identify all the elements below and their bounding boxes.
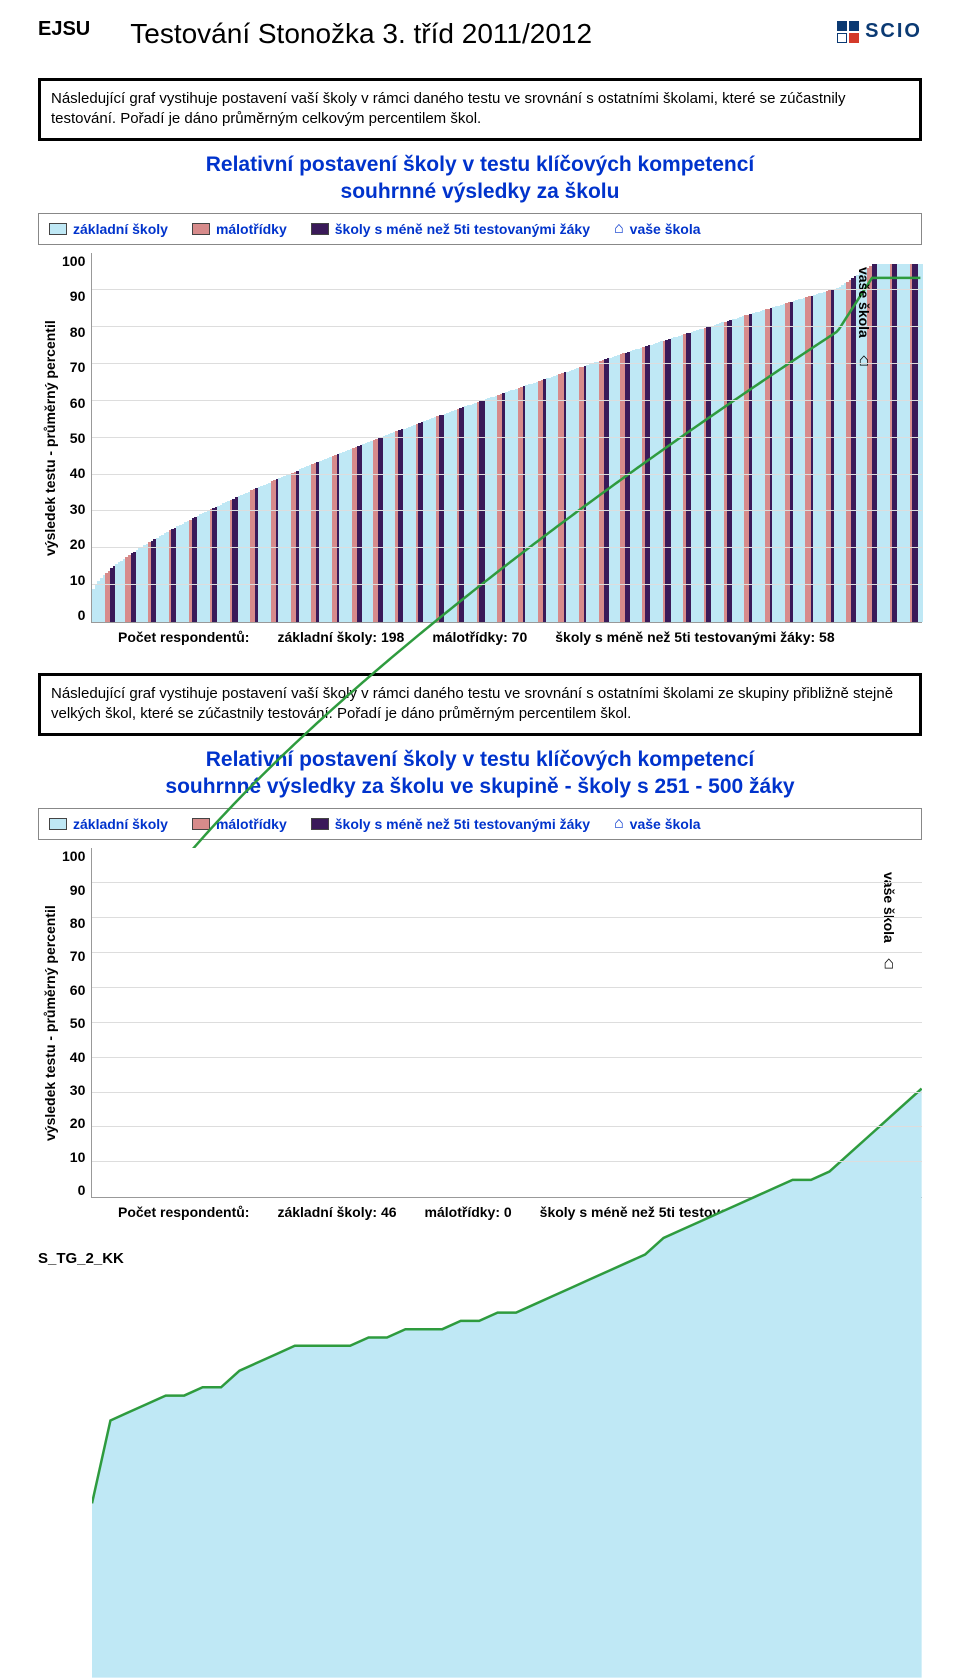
footer-right: STRANA: 7 — [842, 1250, 922, 1267]
y-tick: 20 — [70, 1115, 86, 1131]
y-tick: 50 — [70, 1015, 86, 1031]
chart2-plot-area: výsledek testu - průměrný percentil 1009… — [38, 848, 922, 1198]
page-footer: S_TG_2_KK STRANA: 7 — [38, 1250, 922, 1267]
page-header: EJSU Testování Stonožka 3. tříd 2011/201… — [38, 18, 922, 50]
y-tick: 30 — [70, 1082, 86, 1098]
counts-a: základní školy: 46 — [277, 1204, 396, 1220]
y-tick: 60 — [70, 982, 86, 998]
legend-label: školy s méně než 5ti testovanými žáky — [335, 816, 590, 832]
chart1-counts: Počet respondentů: základní školy: 198 m… — [118, 629, 922, 645]
y-tick: 90 — [70, 288, 86, 304]
y-tick: 10 — [70, 1149, 86, 1165]
y-tick: 80 — [70, 915, 86, 931]
legend-item-d: ⌂ vaše škola — [614, 815, 701, 833]
legend-label: školy s méně než 5ti testovanými žáky — [335, 221, 590, 237]
y-tick: 70 — [70, 359, 86, 375]
legend-label: základní školy — [73, 816, 168, 832]
y-tick: 90 — [70, 882, 86, 898]
counts-c: školy s méně než 5ti testovanými žáky: 0 — [540, 1204, 812, 1220]
chart2-title-l1: Relativní postavení školy v testu klíčov… — [206, 748, 755, 771]
your-school-label: vaše škola — [856, 267, 872, 338]
legend-label: vaše škola — [630, 816, 701, 832]
y-tick: 80 — [70, 324, 86, 340]
legend-label: vaše škola — [630, 221, 701, 237]
y-tick: 0 — [78, 1182, 86, 1198]
legend-item-b: málotřídky — [192, 816, 287, 832]
y-tick: 30 — [70, 501, 86, 517]
chart1-y-label: výsledek testu - průměrný percentil — [38, 253, 62, 623]
y-tick: 40 — [70, 465, 86, 481]
scio-logo: SCIO — [837, 20, 922, 43]
counts-b: málotřídky: 70 — [432, 629, 527, 645]
chart1-title-l1: Relativní postavení školy v testu klíčov… — [206, 153, 755, 176]
y-tick: 40 — [70, 1049, 86, 1065]
chart1-plot-area: výsledek testu - průměrný percentil 1009… — [38, 253, 922, 623]
house-icon: ⌂ — [614, 220, 624, 238]
chart1-title: Relativní postavení školy v testu klíčov… — [38, 151, 922, 206]
legend-item-a: základní školy — [49, 816, 168, 832]
y-tick: 50 — [70, 430, 86, 446]
legend-item-a: základní školy — [49, 221, 168, 237]
counts-prefix: Počet respondentů: — [118, 629, 249, 645]
header-left: EJSU Testování Stonožka 3. tříd 2011/201… — [38, 18, 592, 50]
chart1-plot: ⌂ vaše škola — [91, 253, 922, 623]
description-box-2: Následující graf vystihuje postavení vaš… — [38, 673, 922, 736]
footer-left: S_TG_2_KK — [38, 1250, 124, 1267]
your-school-marker-icon: ⌂ — [883, 953, 894, 974]
logo-squares-icon — [837, 21, 859, 43]
counts-prefix: Počet respondentů: — [118, 1204, 249, 1220]
chart1-legend: základní školy málotřídky školy s méně n… — [38, 213, 922, 245]
chart2-counts: Počet respondentů: základní školy: 46 má… — [118, 1204, 922, 1220]
legend-label: základní školy — [73, 221, 168, 237]
description-box-1: Následující graf vystihuje postavení vaš… — [38, 78, 922, 141]
y-tick: 20 — [70, 536, 86, 552]
chart2-title-l2: souhrnné výsledky za školu ve skupině - … — [165, 775, 794, 798]
chart2-plot: ⌂ vaše škola — [91, 848, 922, 1198]
legend-label: málotřídky — [216, 816, 287, 832]
legend-item-c: školy s méně než 5ti testovanými žáky — [311, 221, 590, 237]
legend-label: málotřídky — [216, 221, 287, 237]
y-tick: 60 — [70, 395, 86, 411]
legend-item-b: málotřídky — [192, 221, 287, 237]
school-bar — [920, 264, 923, 622]
counts-c: školy s méně než 5ti testovanými žáky: 5… — [555, 629, 834, 645]
main-title: Testování Stonožka 3. tříd 2011/2012 — [130, 18, 592, 50]
logo-text: SCIO — [865, 20, 922, 43]
legend-item-d: ⌂ vaše škola — [614, 220, 701, 238]
y-tick: 10 — [70, 572, 86, 588]
counts-a: základní školy: 198 — [277, 629, 404, 645]
header-code: EJSU — [38, 18, 90, 41]
chart1-title-l2: souhrnné výsledky za školu — [341, 180, 620, 203]
chart2-legend: základní školy málotřídky školy s méně n… — [38, 808, 922, 840]
chart1-y-axis: 1009080706050403020100 — [62, 253, 91, 623]
y-tick: 0 — [78, 607, 86, 623]
legend-item-c: školy s méně než 5ti testovanými žáky — [311, 816, 590, 832]
house-icon: ⌂ — [614, 815, 624, 833]
counts-b: málotřídky: 0 — [425, 1204, 512, 1220]
y-tick: 100 — [62, 253, 85, 269]
chart2-title: Relativní postavení školy v testu klíčov… — [38, 746, 922, 801]
y-tick: 70 — [70, 948, 86, 964]
chart2-y-axis: 1009080706050403020100 — [62, 848, 91, 1198]
y-tick: 100 — [62, 848, 85, 864]
chart2-y-label: výsledek testu - průměrný percentil — [38, 848, 62, 1198]
